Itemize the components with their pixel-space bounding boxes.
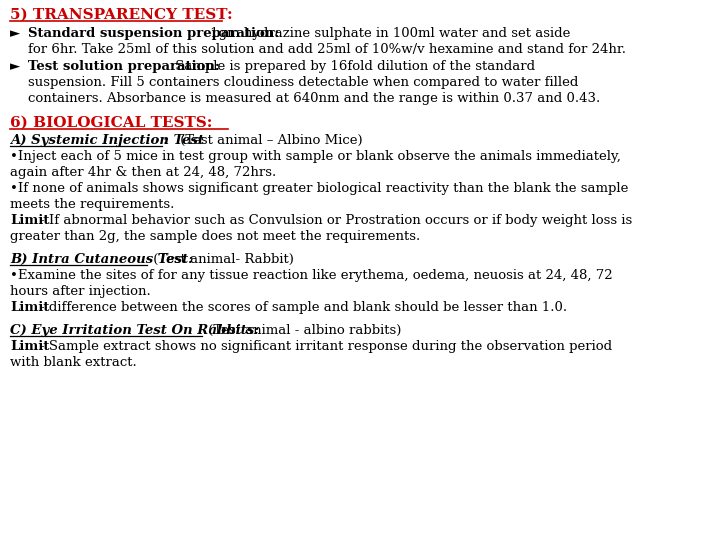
Text: - If abnormal behavior such as Convulsion or Prostration occurs or if body weigh: - If abnormal behavior such as Convulsio… [40,214,632,227]
Text: 1gm hydrazine sulphate in 100ml water and set aside: 1gm hydrazine sulphate in 100ml water an… [206,27,570,40]
Text: Test solution preparation:: Test solution preparation: [28,60,220,73]
Text: (Test animal - albino rabbits): (Test animal - albino rabbits) [204,324,401,337]
Text: - Sample extract shows no significant irritant response during the observation p: - Sample extract shows no significant ir… [40,340,612,353]
Text: ►: ► [10,27,20,40]
Text: suspension. Fill 5 containers cloudiness detectable when compared to water fille: suspension. Fill 5 containers cloudiness… [28,76,578,89]
Text: Limit: Limit [10,301,50,314]
Text: greater than 2g, the sample does not meet the requirements.: greater than 2g, the sample does not mee… [10,230,420,243]
Text: - difference between the scores of sample and blank should be lesser than 1.0.: - difference between the scores of sampl… [40,301,567,314]
Text: C) Eye Irritation Test On Rabbits:: C) Eye Irritation Test On Rabbits: [10,324,259,337]
Text: hours after injection.: hours after injection. [10,285,150,298]
Text: 6) BIOLOGICAL TESTS:: 6) BIOLOGICAL TESTS: [10,116,212,130]
Text: •Inject each of 5 mice in test group with sample or blank observe the animals im: •Inject each of 5 mice in test group wit… [10,150,621,163]
Text: ►: ► [10,60,20,73]
Text: with blank extract.: with blank extract. [10,356,137,369]
Text: •If none of animals shows significant greater biological reactivity than the bla: •If none of animals shows significant gr… [10,182,629,195]
Text: 5) TRANSPARENCY TEST:: 5) TRANSPARENCY TEST: [10,8,233,22]
Text: A) Systemic Injection Test: A) Systemic Injection Test [10,134,204,147]
Text: for 6hr. Take 25ml of this solution and add 25ml of 10%w/v hexamine and stand fo: for 6hr. Take 25ml of this solution and … [28,43,626,56]
Text: again after 4hr & then at 24, 48, 72hrs.: again after 4hr & then at 24, 48, 72hrs. [10,166,276,179]
Text: Standard suspension preparation:: Standard suspension preparation: [28,27,279,40]
Text: Sample is prepared by 16fold dilution of the standard: Sample is prepared by 16fold dilution of… [171,60,535,73]
Text: Limit: Limit [10,214,50,227]
Text: (Test animal- Rabbit): (Test animal- Rabbit) [149,253,294,266]
Text: B) Intra Cutaneous Test:: B) Intra Cutaneous Test: [10,253,193,266]
Text: :   (Test animal – Albino Mice): : (Test animal – Albino Mice) [163,134,363,147]
Text: meets the requirements.: meets the requirements. [10,198,174,211]
Text: •Examine the sites of for any tissue reaction like erythema, oedema, neuosis at : •Examine the sites of for any tissue rea… [10,269,613,282]
Text: containers. Absorbance is measured at 640nm and the range is within 0.37 and 0.4: containers. Absorbance is measured at 64… [28,92,600,105]
Text: Limit: Limit [10,340,50,353]
